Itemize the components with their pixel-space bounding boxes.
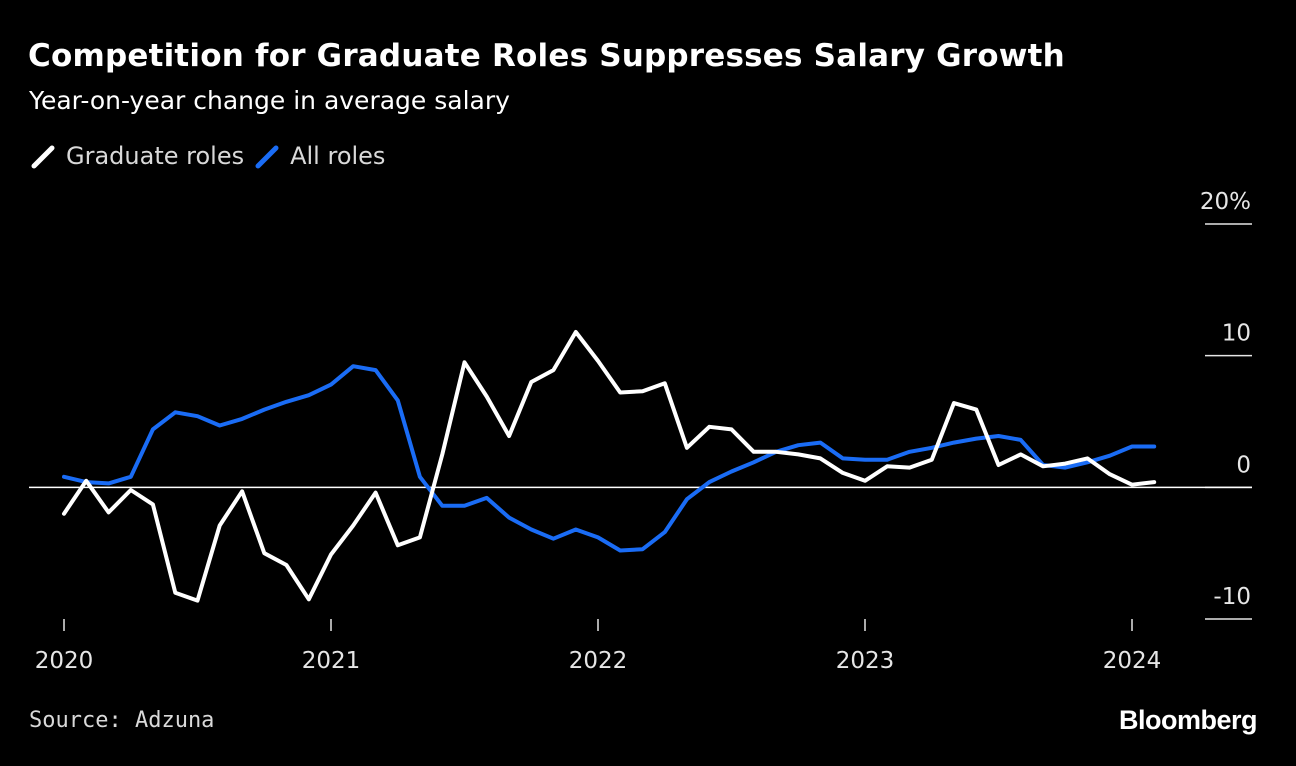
x-tick-label: 2024 [1103, 648, 1162, 674]
series-line-graduate-roles [62, 330, 1157, 603]
y-tick-label: 20% [1200, 189, 1251, 215]
legend-label-all: All roles [290, 142, 386, 170]
x-tick-label: 2022 [569, 648, 628, 674]
legend-swatch-all [255, 145, 279, 169]
x-tick-label: 2020 [35, 648, 94, 674]
y-tick-label: -10 [1213, 584, 1251, 610]
bloomberg-logo: Bloomberg [1118, 705, 1258, 735]
legend-item-all: All roles [254, 142, 385, 170]
legend-label-graduate: Graduate roles [66, 142, 245, 170]
x-tick-label: 2023 [836, 648, 895, 674]
series-line-all-roles [62, 364, 1157, 553]
legend-swatch-graduate [31, 145, 55, 169]
legend-item-graduate: Graduate roles [30, 142, 244, 170]
legend: Graduate roles All roles [30, 142, 395, 170]
x-tick-label: 2021 [302, 648, 361, 674]
source-note: Source: Adzuna [29, 708, 215, 733]
y-tick-label: 10 [1222, 321, 1251, 347]
chart-title: Competition for Graduate Roles Suppresse… [28, 38, 1065, 74]
chart-subtitle: Year-on-year change in average salary [29, 86, 510, 115]
y-tick-label: 0 [1236, 452, 1251, 478]
